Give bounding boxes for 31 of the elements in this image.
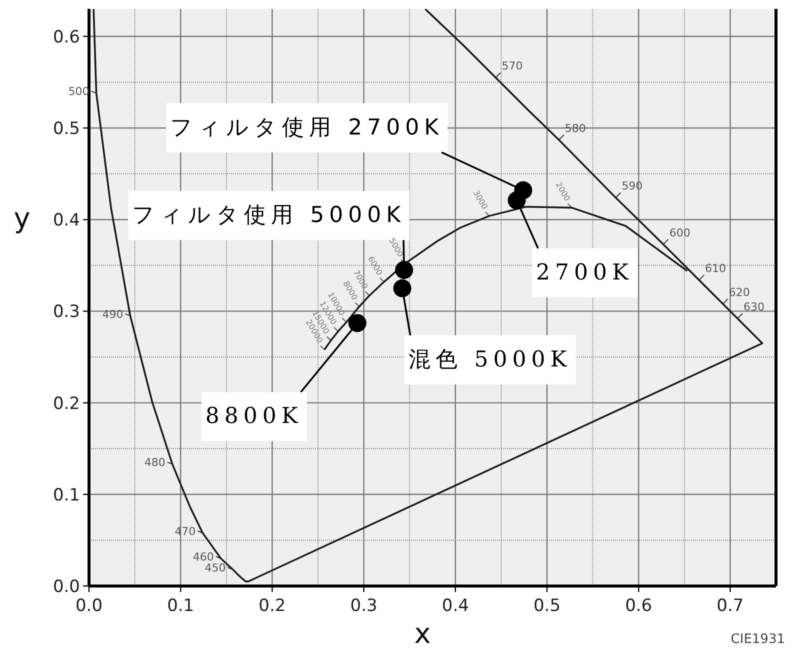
x-tick-label: 0.6	[625, 596, 652, 616]
annotation: フィルタ使用 5000K	[132, 202, 406, 228]
y-axis-title: y	[14, 202, 30, 235]
y-tick-label: 0.1	[52, 485, 80, 506]
y-tick-label: 0.0	[52, 577, 80, 597]
x-tick-label: 0.2	[258, 596, 286, 616]
y-tick-label: 0.5	[52, 119, 80, 139]
x-tick-label: 0.1	[167, 596, 194, 616]
annotation: 570	[502, 60, 523, 73]
x-tick-label: 0.0	[75, 596, 103, 616]
annotation: 450	[204, 562, 226, 575]
x-tick-label: 0.7	[716, 596, 744, 616]
text: CIE1931	[730, 632, 785, 647]
annotation: 混色 5000K	[408, 347, 572, 372]
x-tick-label: 0.5	[533, 596, 561, 616]
annotation: 630	[744, 300, 765, 314]
annotation: 460	[192, 550, 214, 564]
annotation: 600	[669, 226, 690, 240]
annotation: 610	[705, 262, 726, 276]
annotation: 8800K	[205, 404, 303, 430]
annotation: フィルタ使用 2700K	[170, 115, 444, 140]
y-tick-label: 0.6	[52, 27, 80, 48]
y-tick-label: 0.4	[52, 210, 80, 231]
y-tick-label: 0.3	[52, 302, 80, 322]
y-tick-label: 0.2	[52, 394, 80, 414]
x-tick-label: 0.4	[442, 596, 469, 616]
x-axis-title: x	[414, 617, 431, 650]
annotation: 480	[144, 456, 166, 470]
annotation: 490	[102, 308, 124, 321]
annotation: 2700K	[536, 260, 634, 286]
x-tick-label: 0.3	[350, 596, 378, 616]
